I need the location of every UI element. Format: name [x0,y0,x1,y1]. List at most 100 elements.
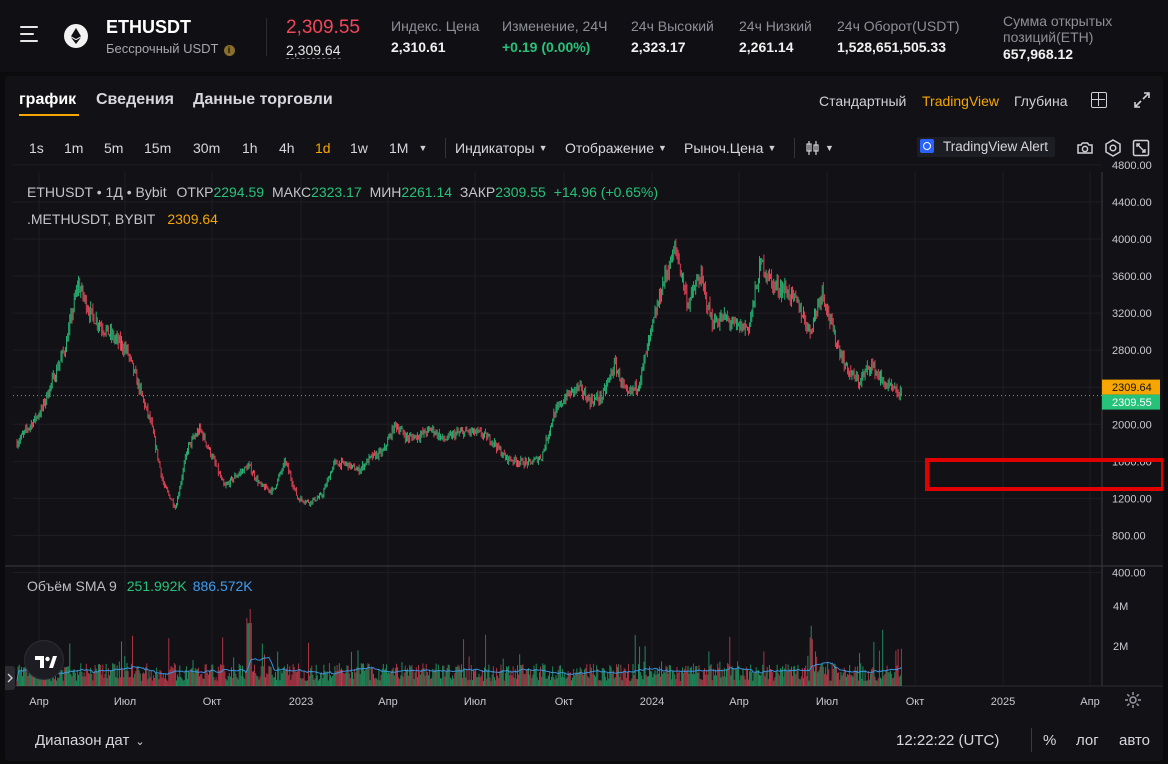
interval-15m[interactable]: 15m [144,140,172,156]
divider [794,138,795,158]
stat-value: 2,310.61 [391,39,446,55]
time-tick-label: 2025 [991,696,1015,708]
tab-chart[interactable]: график [19,91,77,108]
view-standard[interactable]: Стандартный [819,93,907,109]
price-type-label: Рыноч.Цена [684,140,764,156]
tradingview-alert-button[interactable]: TradingView Alert [917,137,1056,157]
camera-icon[interactable] [1075,138,1095,158]
chevron-right-icon [7,673,13,683]
interval-1s[interactable]: 1s [29,140,44,156]
stat-high-24h: 24ч Высокий 2,323.17 [631,18,714,55]
tradingview-logo[interactable] [24,640,64,680]
time-tick-label: Июл [816,696,838,708]
legend-title: ETHUSDT • 1Д • Bybit [27,184,167,200]
stat-label: 24ч Низкий [739,18,812,34]
stat-value: 2,323.17 [631,39,686,55]
fullscreen-chart-icon[interactable] [1131,138,1151,158]
stat-open-interest: Сумма открытых позиций(ETH) 657,968.12 [1003,13,1112,62]
stat-value: +0.19 (0.00%) [502,39,591,55]
chart-type-menu[interactable]: ▼ [805,140,834,156]
stat-low-24h: 24ч Низкий 2,261.14 [739,18,812,55]
date-range-label: Диапазон дат [35,732,130,749]
mark-price-label-bg [1102,379,1160,395]
interval-1m[interactable]: 1m [64,140,84,156]
price-tick-label: 4000.00 [1112,234,1152,246]
change-value: +14.96 (+0.65%) [553,184,658,200]
interval-1w[interactable]: 1w [350,140,368,156]
layout-grid-icon[interactable] [1091,92,1107,108]
time-tick-label: Апр [378,696,397,708]
symbol-name[interactable]: ETHUSDT [106,17,191,37]
stat-label: Сумма открытых [1003,13,1113,29]
interval-1M[interactable]: 1M ▼ [389,140,427,156]
utc-clock[interactable]: 12:22:22 (UTC) [896,732,1000,749]
info-icon[interactable]: i [223,45,235,56]
gear-icon[interactable] [1124,691,1142,709]
tab-info[interactable]: Сведения [96,91,174,108]
divider [1031,728,1032,752]
interval-30m[interactable]: 30m [193,140,221,156]
display-menu[interactable]: Отображение ▼ [565,140,667,156]
time-tick-label: Июл [464,696,486,708]
volume-sma-value: 886.572K [192,578,253,594]
volume-legend: Объём SMA 9 251.992K 886.572K [27,578,253,594]
settings-icon[interactable] [1103,138,1123,158]
last-price-label-bg [1102,394,1160,410]
candlestick-icon [806,141,819,155]
last-price: 2,309.55 [286,17,360,38]
close-label: ЗАКР [459,184,496,200]
time-tick-label: Окт [555,696,574,708]
divider [266,18,267,56]
indicators-menu[interactable]: Индикаторы ▼ [455,140,548,156]
alert-label: TradingView Alert [943,139,1049,154]
high-value: 2323.17 [311,184,362,200]
interval-5m[interactable]: 5m [104,140,124,156]
low-label: МИН [369,184,402,200]
interval-1h[interactable]: 1h [242,140,258,156]
auto-scale-button[interactable]: авто [1119,732,1151,749]
date-range-button[interactable]: Диапазон дат ⌄ [35,732,145,749]
mark-price[interactable]: 2,309.64 [286,42,341,59]
price-tick-label: 4400.00 [1112,197,1152,209]
stat-label: 24ч Оборот(USDT) [837,18,960,34]
chevron-down-icon: ▼ [538,143,548,153]
ohlc-legend: ETHUSDT • 1Д • Bybit ОТКР2294.59 МАКС232… [27,184,658,200]
chevron-down-icon: ▼ [767,143,777,153]
volume-label: Объём SMA 9 [27,578,117,594]
stat-label: позиций(ETH) [1003,29,1094,45]
price-type-menu[interactable]: Рыноч.Цена ▼ [684,140,776,156]
log-scale-button[interactable]: лог [1076,732,1099,749]
mark-value: 2309.64 [167,211,218,227]
collapse-toolbar-tab[interactable] [5,666,15,690]
interval-4h[interactable]: 4h [279,140,295,156]
interval-1d[interactable]: 1d [315,140,331,156]
time-tick-label: 2024 [640,696,664,708]
view-depth[interactable]: Глубина [1014,93,1068,109]
view-tradingview[interactable]: TradingView [922,93,1000,109]
indicators-label: Индикаторы [455,140,535,156]
chevron-down-icon: ▼ [825,143,834,153]
chevron-down-icon[interactable]: ▼ [418,143,428,153]
stat-index-price: Индекс. Цена 2,310.61 [391,18,479,55]
interval-1M-label: 1M [389,140,409,156]
price-chart[interactable]: 4800.00 4400.00 4000.00 3600.00 3200.00 2800.… [5,76,1163,716]
fullscreen-icon[interactable] [1132,90,1152,110]
alarm-clock-icon [920,139,934,153]
price-tick-label: 400.00 [1112,568,1146,580]
time-tick-label: 2023 [289,696,313,708]
price-tick-label: 800.00 [1112,530,1146,542]
menu-icon[interactable] [20,24,42,44]
stat-label: Изменение, 24Ч [502,18,608,34]
display-label: Отображение [565,140,655,156]
tab-trading-data[interactable]: Данные торговли [193,91,333,108]
stat-label: 24ч Высокий [631,18,714,34]
volume-tick-label: 4M [1113,601,1128,613]
time-tick-label: Июл [114,696,136,708]
chevron-down-icon: ▼ [658,143,667,153]
percent-scale-button[interactable]: % [1043,732,1057,749]
time-tick-label: Окт [203,696,222,708]
price-tick-label: 1200.00 [1112,493,1152,505]
divider [445,138,446,158]
stat-value: 1,528,651,505.33 [837,39,946,55]
price-tick-label: 3200.00 [1112,308,1152,320]
